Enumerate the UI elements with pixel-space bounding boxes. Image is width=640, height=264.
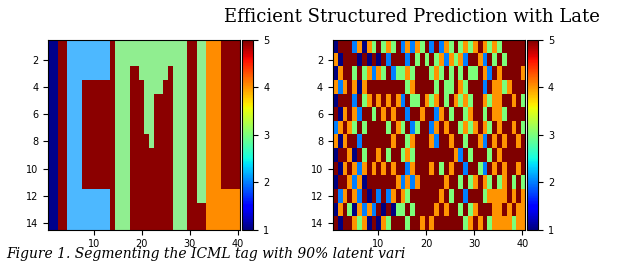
Text: Figure 1. Segmenting the ICML tag with 90% latent vari: Figure 1. Segmenting the ICML tag with 9… <box>6 247 406 261</box>
Text: Efficient Structured Prediction with Late: Efficient Structured Prediction with Lat… <box>224 8 600 26</box>
